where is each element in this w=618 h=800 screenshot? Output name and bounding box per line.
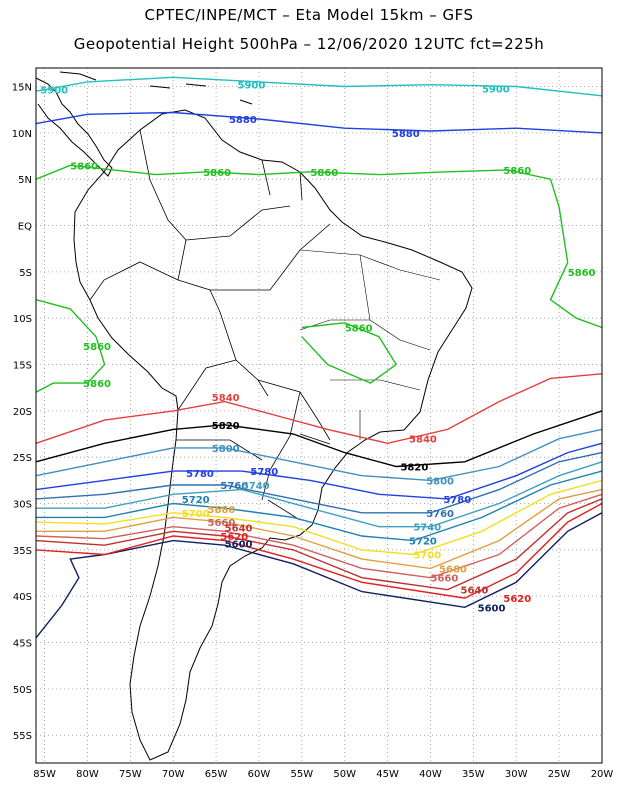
lon-tick-label: 85W bbox=[33, 769, 56, 780]
contour-5760 bbox=[35, 451, 603, 514]
contour-label: 5840 bbox=[409, 435, 437, 446]
lat-tick-label: 25S bbox=[13, 453, 32, 464]
contour-label: 5900 bbox=[238, 81, 266, 92]
lat-tick-label: 15N bbox=[12, 83, 32, 94]
contour-5680 bbox=[36, 488, 603, 570]
lat-tick-label: 10S bbox=[13, 314, 32, 325]
contour-label: 5780 bbox=[250, 467, 278, 478]
contour-label: 5800 bbox=[426, 476, 454, 487]
central-america-outline bbox=[35, 77, 113, 177]
lat-tick-label: 40S bbox=[13, 592, 32, 603]
contour-label: 5700 bbox=[182, 509, 210, 520]
contour-label: 5700 bbox=[413, 551, 441, 562]
title-line-1: CPTEC/INPE/MCT – Eta Model 15km – GFS bbox=[144, 6, 474, 24]
contour-label: 5880 bbox=[392, 129, 420, 140]
lat-tick-label: 20S bbox=[13, 407, 32, 418]
contour-label: 5780 bbox=[186, 469, 214, 480]
lat-tick-label: 50S bbox=[13, 685, 32, 696]
lon-tick-label: 80W bbox=[76, 769, 99, 780]
contour-label: 5680 bbox=[208, 505, 236, 516]
contour-5860 bbox=[35, 299, 106, 393]
contour-5860 bbox=[35, 164, 603, 329]
contour-5820 bbox=[35, 410, 603, 468]
contour-lines bbox=[35, 76, 603, 639]
lon-tick-label: 70W bbox=[162, 769, 185, 780]
lat-tick-label: 55S bbox=[13, 731, 32, 742]
state-borders bbox=[299, 249, 441, 440]
caribbean-islands bbox=[59, 71, 253, 105]
lat-tick-label: 5S bbox=[19, 268, 32, 279]
lat-tick-label: 30S bbox=[13, 500, 32, 511]
contour-5780 bbox=[35, 442, 603, 500]
contour-label: 5720 bbox=[409, 537, 437, 548]
contour-label: 5800 bbox=[212, 444, 240, 455]
contour-label: 5820 bbox=[400, 462, 428, 473]
contour-label: 5860 bbox=[203, 168, 231, 179]
contour-label: 5900 bbox=[482, 84, 510, 95]
lon-tick-label: 25W bbox=[548, 769, 571, 780]
contour-label: 5860 bbox=[83, 342, 111, 353]
contour-label: 5900 bbox=[40, 85, 68, 96]
contour-label: 5620 bbox=[503, 594, 531, 605]
lon-tick-label: 50W bbox=[333, 769, 356, 780]
lat-tick-label: 10N bbox=[12, 129, 32, 140]
contour-5840 bbox=[35, 373, 603, 445]
axis-labels: 15N 10N 5N EQ 5S 10S 15S 20S 25S 30S 35S 40S 45S 50S 5… bbox=[12, 83, 614, 780]
lat-tick-label: EQ bbox=[18, 222, 32, 233]
contour-label: 5860 bbox=[83, 379, 111, 390]
contour-label: 5740 bbox=[413, 523, 441, 534]
contour-label: 5680 bbox=[439, 564, 467, 575]
contour-label: 5840 bbox=[212, 393, 240, 404]
contour-label: 5780 bbox=[443, 495, 471, 506]
lon-tick-label: 75W bbox=[119, 769, 142, 780]
contour-label: 5820 bbox=[212, 421, 240, 432]
contour-label: 5600 bbox=[225, 539, 253, 550]
contour-label: 5860 bbox=[503, 166, 531, 177]
contour-label: 5720 bbox=[182, 495, 210, 506]
contour-label: 5860 bbox=[568, 268, 596, 279]
lon-tick-label: 20W bbox=[591, 769, 614, 780]
contour-5860 bbox=[301, 322, 398, 384]
contour-labels: 5900 5900 5900 5880 5880 5860 5860 5860 5860 5860… bbox=[40, 81, 595, 615]
coastlines bbox=[35, 71, 473, 761]
contour-label: 5660 bbox=[208, 518, 236, 529]
title-line-2: Geopotential Height 500hPa – 12/06/2020 … bbox=[73, 35, 545, 53]
lon-tick-label: 65W bbox=[205, 769, 228, 780]
contour-5800 bbox=[35, 428, 603, 482]
lon-tick-label: 40W bbox=[419, 769, 442, 780]
contour-5620 bbox=[35, 502, 603, 599]
contour-label: 5600 bbox=[478, 603, 506, 614]
lon-tick-label: 60W bbox=[248, 769, 271, 780]
country-borders bbox=[89, 129, 331, 521]
contour-label: 5860 bbox=[345, 323, 373, 334]
map-frame bbox=[35, 67, 603, 764]
contour-5700 bbox=[35, 479, 603, 556]
contour-5740 bbox=[36, 461, 603, 528]
lat-tick-label: 45S bbox=[13, 639, 32, 650]
contour-label: 5760 bbox=[426, 509, 454, 520]
contour-label: 5760 bbox=[220, 481, 248, 492]
contour-5720 bbox=[36, 470, 603, 542]
lon-tick-label: 55W bbox=[291, 769, 314, 780]
contour-label: 5640 bbox=[461, 586, 489, 597]
lat-tick-label: 35S bbox=[13, 546, 32, 557]
contour-5600 bbox=[35, 512, 603, 639]
contour-5660 bbox=[35, 493, 603, 579]
contour-5900 bbox=[35, 76, 603, 97]
lon-tick-label: 45W bbox=[376, 769, 399, 780]
contour-5640 bbox=[35, 498, 603, 591]
contour-5880 bbox=[35, 111, 603, 134]
lon-tick-label: 35W bbox=[462, 769, 485, 780]
contour-label: 5740 bbox=[242, 481, 270, 492]
lat-tick-label: 5N bbox=[18, 175, 32, 186]
contour-label: 5860 bbox=[70, 161, 98, 172]
contour-label: 5640 bbox=[225, 524, 253, 535]
contour-label: 5880 bbox=[229, 115, 257, 126]
contour-label: 5620 bbox=[220, 532, 248, 543]
contour-label: 5860 bbox=[310, 168, 338, 179]
contour-label: 5660 bbox=[430, 574, 458, 585]
lon-tick-label: 30W bbox=[505, 769, 528, 780]
lat-tick-label: 15S bbox=[13, 361, 32, 372]
